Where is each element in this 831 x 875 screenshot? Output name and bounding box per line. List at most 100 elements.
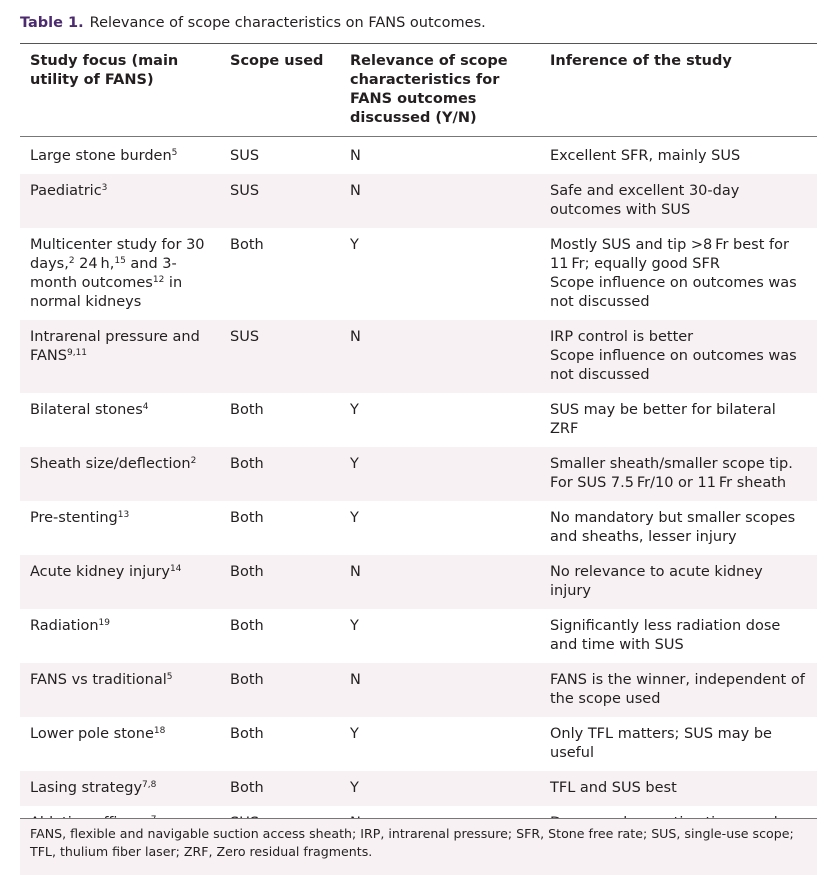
relevance-cell: Y [350,618,359,634]
study-focus-cell: Bilateral stones4 [20,393,220,447]
study-focus-cell: Intrarenal pressure and FANS9,11 [20,320,220,393]
reference-superscript: 2 [68,256,75,266]
table-header: Study focus (main utility of FANS) Scope … [20,43,817,137]
column-header: Study focus (main utility of FANS) [30,53,179,88]
study-focus-cell: Large stone burden5 [20,137,220,175]
footnote: FANS, flexible and navigable suction acc… [20,818,817,875]
table-caption: Table 1. Relevance of scope characteristi… [20,15,486,31]
inference-cell: IRP control is better Scope influence on … [540,320,817,393]
reference-superscript: 2 [190,456,197,466]
inference-line: FANS is the winner, independent of the s… [550,672,805,707]
study-focus-text: Radiation [30,618,99,634]
study-focus-text: and 3-month outcomes [30,256,177,291]
study-focus-cell: Lasing strategy7,8 [20,771,220,806]
table-row: Bilateral stones4 Both Y SUS may be better … [20,393,817,447]
inference-cell: FANS is the winner, independent of the s… [540,663,817,717]
inference-line: No mandatory but smaller scopes and shea… [550,510,796,545]
inference-line: TFL and SUS best [550,780,677,796]
inference-line: Smaller sheath/smaller scope tip. [550,456,793,472]
study-focus-text: Acute kidney injury [30,564,170,580]
study-focus-text: Intrarenal pressure and FANS [30,329,200,364]
relevance-cell: N [350,148,361,164]
scope-cell: Both [220,663,340,717]
scope-cell: Both [220,447,340,501]
scope-cell: SUS [220,174,340,228]
study-focus-text: Sheath size/deflection [30,456,191,472]
relevance-cell: N [340,174,540,228]
column-header: Relevance of scope characteristics for F… [350,53,508,126]
column-header: Scope used [230,53,324,69]
relevance-cell: Y [340,447,540,501]
inference-line: Mostly SUS and tip >8 Fr best for 11 Fr;… [550,237,789,272]
study-focus-cell: Lower pole stone18 [20,717,220,771]
reference-superscript: 5 [171,148,178,158]
scope-cell: SUS [230,148,260,164]
scope-cell: Both [230,237,264,253]
reference-superscript: 7,8 [142,780,157,790]
reference-superscript: 12 [152,275,165,285]
inference-cell: Only TFL matters; SUS may be useful [540,717,817,771]
inference-line: Safe and excellent 30-day outcomes with … [550,183,740,218]
column-header: Inference of the study [550,53,732,69]
reference-superscript: 15 [114,256,126,266]
study-focus-cell: Acute kidney injury14 [20,555,220,609]
inference-line: SUS may be better for bilateral ZRF [550,402,776,437]
table: Study focus (main utility of FANS) Scope … [20,43,817,860]
study-focus-text: FANS vs traditional [30,672,167,688]
study-focus-cell: Radiation19 [20,609,220,663]
reference-superscript: 9,11 [66,348,88,358]
relevance-cell: Y [350,726,359,742]
table-row: Multicenter study for 30 days,2 24 h,15 … [20,228,817,320]
reference-superscript: 4 [142,402,149,412]
study-focus-cell: FANS vs traditional5 [20,663,220,717]
study-focus-text: Pre-stenting [30,510,118,526]
inference-cell: TFL and SUS best [540,771,817,806]
inference-line: Only TFL matters; SUS may be useful [550,726,772,761]
scope-cell: Both [230,402,264,418]
reference-superscript: 13 [117,510,130,520]
study-focus-cell: Pre-stenting13 [20,501,220,555]
relevance-cell: N [340,555,540,609]
table-body: Large stone burden5 SUS N Excellent SFR, ma… [20,137,817,861]
study-focus-text: in normal kidneys [30,275,183,310]
table-row: Lasing strategy7,8 Both Y TFL and SUS best [20,771,817,806]
study-focus-text: Bilateral stones [30,402,143,418]
table-label: Table 1. [20,15,84,31]
scope-cell: Both [230,510,264,526]
scope-cell: Both [230,726,264,742]
table-row: Radiation19 Both Y Significantly less radia… [20,609,817,663]
reference-superscript: 19 [98,618,110,628]
study-focus-text: Lower pole stone [30,726,154,742]
study-focus-text: Large stone burden [30,148,172,164]
inference-cell: No mandatory but smaller scopes and shea… [540,501,817,555]
inference-line: Significantly less radiation dose and ti… [550,618,781,653]
inference-line: Excellent SFR, mainly SUS [550,148,741,164]
scope-cell: SUS [220,320,340,393]
reference-superscript: 18 [153,726,166,736]
relevance-cell: N [340,320,540,393]
table-title: Relevance of scope characteristics on FA… [89,15,486,31]
table-row: Pre-stenting13 Both Y No mandatory but smal… [20,501,817,555]
inference-cell: SUS may be better for bilateral ZRF [540,393,817,447]
table-row: FANS vs traditional5 Both N FANS is the win… [20,663,817,717]
inference-line: Scope influence on outcomes was not disc… [550,348,797,383]
inference-line: Scope influence on outcomes was not disc… [550,275,797,310]
relevance-cell: Y [350,510,359,526]
table-row: Large stone burden5 SUS N Excellent SFR, ma… [20,137,817,175]
table-row: Sheath size/deflection2 Both Y Smaller shea… [20,447,817,501]
inference-line: For SUS 7.5 Fr/10 or 11 Fr sheath [550,475,787,491]
study-focus-cell: Paediatric3 [20,174,220,228]
study-focus-text: Lasing strategy [30,780,143,796]
inference-cell: Smaller sheath/smaller scope tip. For SUS… [540,447,817,501]
study-focus-text: Paediatric [30,183,102,199]
header-row: Study focus (main utility of FANS) Scope … [20,44,817,137]
inference-cell: No relevance to acute kidney injury [540,555,817,609]
scope-cell: Both [220,771,340,806]
table-row: Intrarenal pressure and FANS9,11 SUS N IRP … [20,320,817,393]
inference-line: No relevance to acute kidney injury [550,564,763,599]
inference-cell: Significantly less radiation dose and ti… [540,609,817,663]
scope-cell: Both [220,555,340,609]
relevance-cell: Y [340,771,540,806]
study-focus-text: Multicenter study for 30 days, [30,237,208,272]
